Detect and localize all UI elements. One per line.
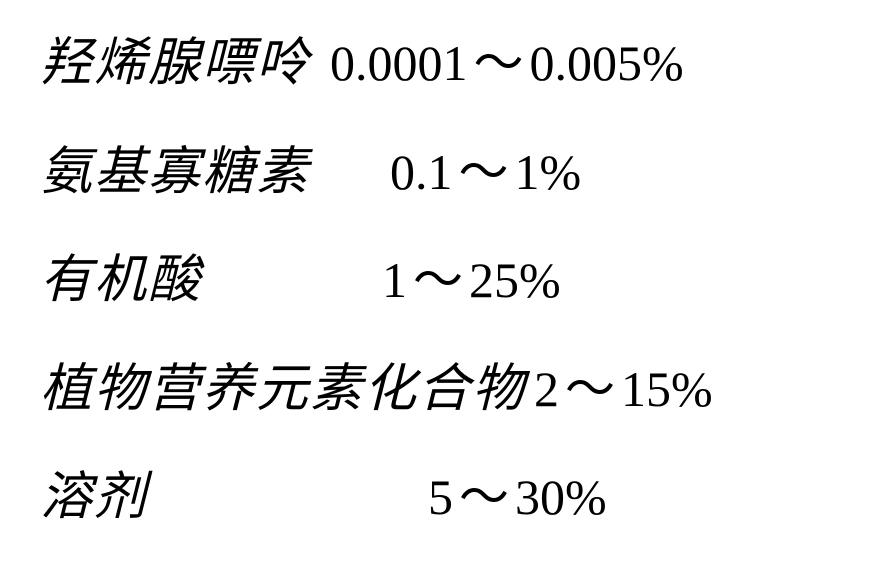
percentage-range: 0.0001～0.005% [330,23,684,95]
range-end: 15% [621,361,713,417]
percentage-range: 5～30% [428,457,607,529]
range-end: 30% [515,469,607,525]
tilde-separator: ～ [468,35,530,91]
ingredient-label: 溶剂 [40,454,148,529]
percentage-range: 1～25% [382,240,561,312]
tilde-separator: ～ [559,361,621,417]
range-start: 5 [428,469,453,525]
tilde-separator: ～ [407,252,469,308]
percentage-range: 0.1～1% [390,132,581,204]
range-end: 0.005% [530,35,684,91]
composition-row: 有机酸 1～25% [40,237,853,337]
ingredient-label: 有机酸 [40,237,202,312]
tilde-separator: ～ [453,469,515,525]
ingredient-label: 植物营养元素化合物 [40,346,526,421]
ingredient-label: 氨基寡糖素 [40,129,310,204]
range-end: 1% [515,144,582,200]
ingredient-label: 羟烯腺嘌呤 [40,20,310,95]
composition-row: 溶剂 5～30% [40,454,853,554]
range-start: 2 [534,361,559,417]
range-start: 0.0001 [330,35,468,91]
composition-row: 氨基寡糖素 0.1～1% [40,129,853,229]
percentage-range: 2～15% [534,349,713,421]
range-start: 0.1 [390,144,453,200]
tilde-separator: ～ [453,144,515,200]
range-start: 1 [382,252,407,308]
composition-row: 羟烯腺嘌呤 0.0001～0.005% [40,20,853,120]
range-end: 25% [469,252,561,308]
composition-row: 植物营养元素化合物 2～15% [40,346,853,446]
